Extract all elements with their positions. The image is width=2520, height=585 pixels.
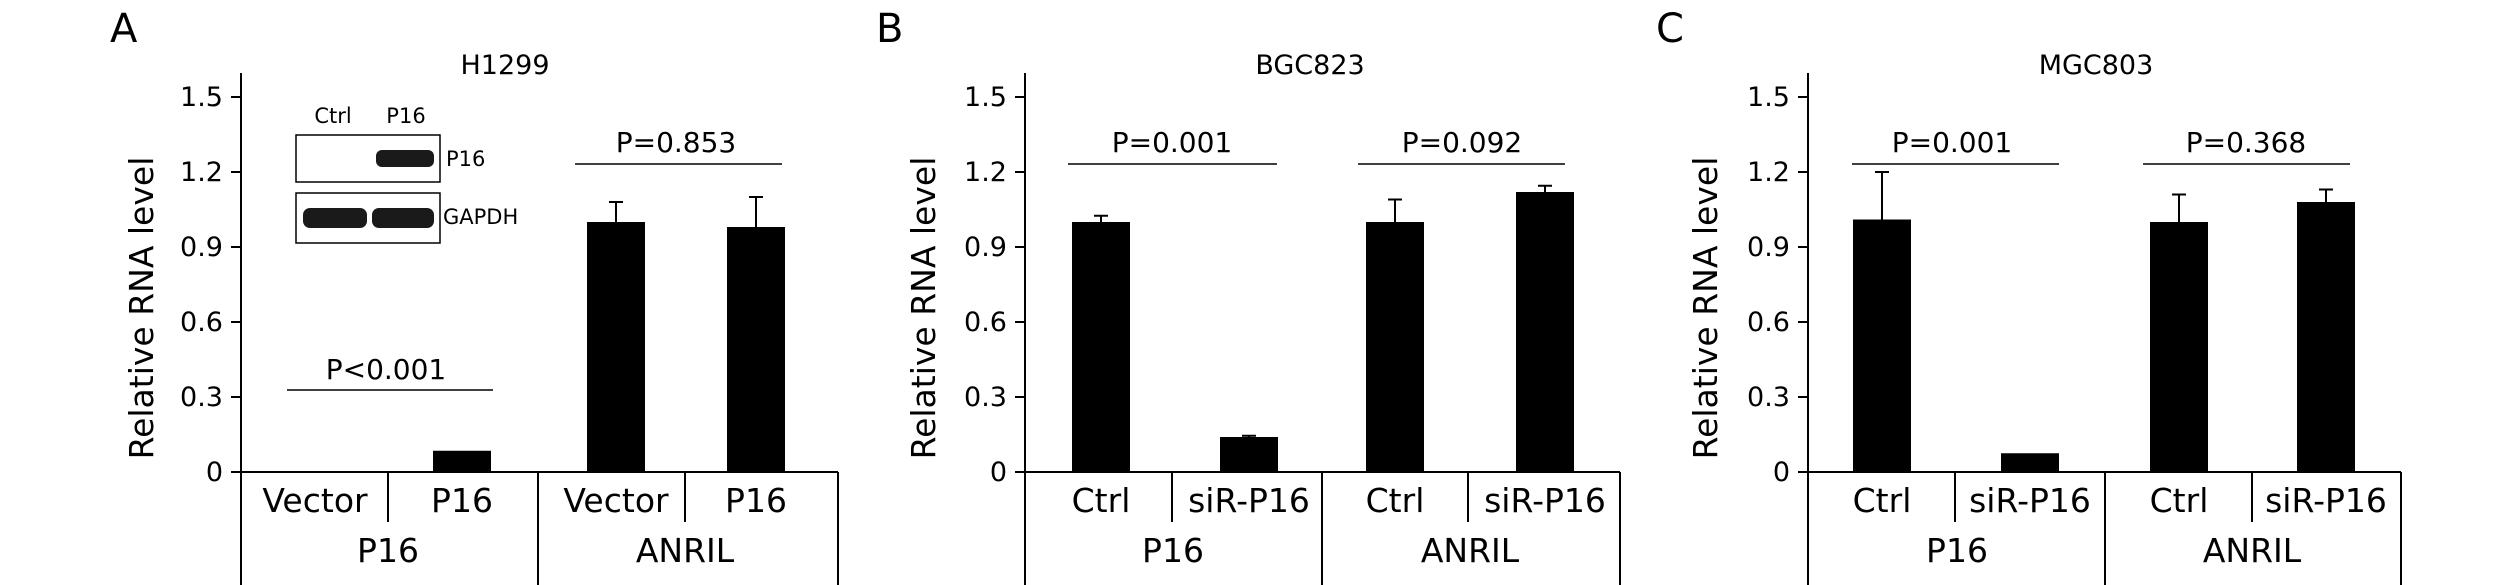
panel-a-cat-4: P16	[725, 481, 787, 520]
blot-gapdh-band-ctrl	[303, 208, 367, 228]
panel-a-pvalue-p16: P<0.001	[326, 353, 447, 386]
panel-b-category-dividers	[1024, 472, 1621, 585]
blot-p16-band	[376, 150, 434, 167]
panel-letter-b: B	[876, 6, 903, 52]
panel-b-ytick-label-2: 0.6	[964, 307, 1007, 338]
panel-c-cat-4: siR-P16	[2265, 481, 2387, 520]
panel-c-bar-2	[2001, 453, 2059, 472]
panel-a-bar-2	[433, 450, 491, 472]
panel-b-bar-3	[1366, 222, 1424, 472]
blot-column-ctrl: Ctrl	[314, 104, 351, 128]
panel-a-bar-3	[587, 222, 645, 472]
panel-b-ytick-label-5: 1.5	[964, 82, 1007, 113]
panel-b-y-ticks: 0 0.3 0.6 0.9 1.2 1.5	[964, 82, 1025, 488]
panel-b: B BGC823 Relative RNA level 0 0.3 0.6 0.9 1.…	[876, 6, 1621, 585]
panel-a-y-ticks: 0 0.3 0.6 0.9 1.2 1.5	[180, 82, 241, 488]
panel-c-y-ticks: 0 0.3 0.6 0.9 1.2 1.5	[1747, 82, 1808, 488]
panel-c-category-dividers	[1807, 472, 2402, 585]
panel-b-bar-4	[1516, 192, 1574, 472]
panel-b-bars	[1072, 184, 1574, 472]
panel-b-pvalues: P=0.001 P=0.092	[1068, 126, 1565, 165]
panel-a-ytick-label-2: 0.6	[180, 307, 223, 338]
panel-c-group-p16: P16	[1926, 531, 1988, 570]
panel-c-bar-4	[2297, 202, 2355, 472]
panel-a-group-anril: ANRIL	[636, 531, 735, 570]
panel-a-category-labels: Vector P16 Vector P16	[262, 481, 787, 520]
panel-c-ytick-label-1: 0.3	[1747, 382, 1790, 413]
panel-c-y-axis-label: Relative RNA level	[1686, 157, 1725, 460]
panel-c-bars	[1853, 171, 2355, 472]
panel-c-cat-1: Ctrl	[1853, 481, 1912, 520]
panel-letter-c: C	[1656, 6, 1684, 52]
panel-a-title: H1299	[460, 50, 549, 81]
panel-c-cat-3: Ctrl	[2150, 481, 2209, 520]
panel-c-group-anril: ANRIL	[2203, 531, 2302, 570]
panel-a-y-axis-label: Relative RNA level	[122, 157, 161, 460]
panel-a-pvalue-anril: P=0.853	[616, 126, 737, 159]
panel-c-ytick-label-3: 0.9	[1747, 232, 1790, 263]
panel-b-cat-4: siR-P16	[1484, 481, 1606, 520]
panel-b-ytick-label-1: 0.3	[964, 382, 1007, 413]
panel-a-bar-4	[727, 227, 785, 472]
panel-a-ytick-label-1: 0.3	[180, 382, 223, 413]
panel-a-ytick-label-5: 1.5	[180, 82, 223, 113]
panel-letter-a: A	[110, 6, 138, 52]
panel-a: A H1299 Relative RNA level 0 0.3 0.6 0.9 1.2…	[110, 6, 839, 585]
panel-c: C MGC803 Relative RNA level 0 0.3 0.6 0.9 1.…	[1656, 6, 2402, 585]
blot-gapdh-band-p16	[372, 208, 434, 228]
panel-b-pvalue-anril: P=0.092	[1402, 126, 1523, 159]
blot-column-p16: P16	[386, 104, 425, 128]
panel-c-bar-1	[1853, 219, 1911, 472]
panel-c-ytick-label-4: 1.2	[1747, 157, 1790, 188]
panel-b-bar-2	[1220, 437, 1278, 472]
panel-a-ytick-label-0: 0	[206, 457, 223, 488]
blot-row-gapdh: GAPDH	[443, 205, 518, 229]
panel-c-category-labels: Ctrl siR-P16 Ctrl siR-P16	[1853, 481, 2387, 520]
panel-b-category-labels: Ctrl siR-P16 Ctrl siR-P16	[1072, 481, 1606, 520]
panel-a-cat-2: P16	[431, 481, 493, 520]
panel-b-group-p16: P16	[1142, 531, 1204, 570]
panel-b-ytick-label-4: 1.2	[964, 157, 1007, 188]
panel-b-cat-3: Ctrl	[1366, 481, 1425, 520]
panel-b-cat-2: siR-P16	[1188, 481, 1310, 520]
panel-c-pvalue-anril: P=0.368	[2186, 126, 2307, 159]
panel-b-bar-1	[1072, 222, 1130, 472]
panel-b-ytick-label-0: 0	[990, 457, 1007, 488]
panel-a-cat-1: Vector	[262, 481, 368, 520]
panel-a-bars	[433, 196, 785, 472]
panel-a-cat-3: Vector	[563, 481, 669, 520]
panel-c-title: MGC803	[2039, 50, 2154, 81]
panel-c-bar-3	[2150, 222, 2208, 472]
panel-b-group-anril: ANRIL	[1421, 531, 1520, 570]
panel-c-pvalues: P=0.001 P=0.368	[1852, 126, 2350, 165]
panel-a-pvalues: P<0.001 P=0.853	[287, 126, 782, 391]
panel-a-category-dividers	[240, 472, 839, 585]
panel-b-y-axis-label: Relative RNA level	[904, 157, 943, 460]
panel-a-ytick-label-3: 0.9	[180, 232, 223, 263]
panel-c-ytick-label-5: 1.5	[1747, 82, 1790, 113]
panel-c-ytick-label-0: 0	[1773, 457, 1790, 488]
panel-c-cat-2: siR-P16	[1969, 481, 2091, 520]
panel-a-group-p16: P16	[357, 531, 419, 570]
panel-b-cat-1: Ctrl	[1072, 481, 1131, 520]
panel-b-pvalue-p16: P=0.001	[1112, 126, 1233, 159]
western-blot-inset: Ctrl P16 P16 GAPDH	[295, 104, 518, 244]
panel-c-pvalue-p16: P=0.001	[1892, 126, 2013, 159]
panel-b-title: BGC823	[1255, 50, 1364, 81]
blot-row-p16: P16	[446, 147, 485, 171]
panel-c-ytick-label-2: 0.6	[1747, 307, 1790, 338]
panel-b-ytick-label-3: 0.9	[964, 232, 1007, 263]
panel-a-ytick-label-4: 1.2	[180, 157, 223, 188]
